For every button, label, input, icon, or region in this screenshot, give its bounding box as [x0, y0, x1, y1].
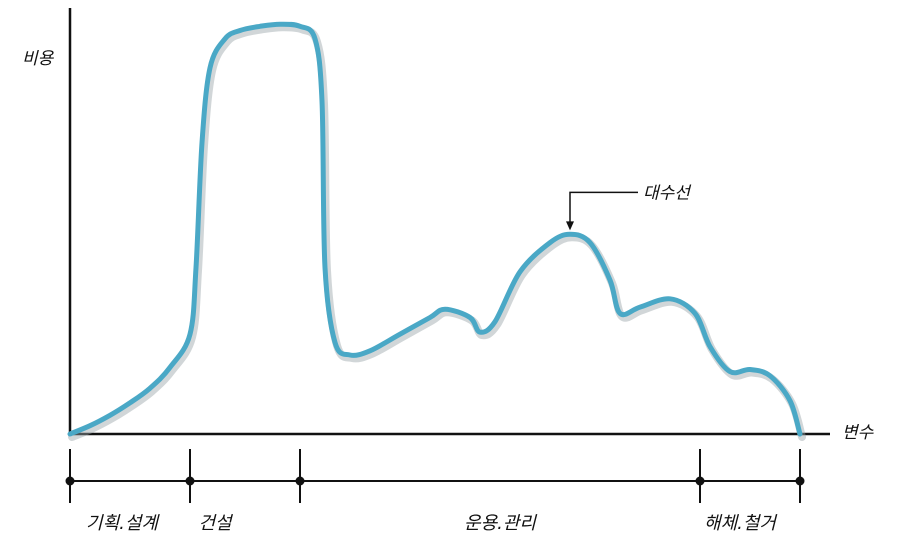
phase-label: 기획.설계	[86, 513, 160, 534]
phase-label: 건설	[198, 513, 234, 534]
phase-dot	[295, 476, 305, 486]
annotation-arrowhead	[566, 221, 574, 231]
phase-label: 해체.철거	[704, 513, 778, 534]
phase-label: 운용.관리	[464, 513, 537, 534]
annotation: 대수선	[566, 183, 692, 231]
phase-dot	[65, 476, 75, 486]
annotation-label: 대수선	[643, 183, 692, 203]
cost-curve-shadow	[68, 23, 806, 441]
phase-dot	[695, 476, 705, 486]
phase-dot	[795, 476, 805, 486]
cost-curve	[67, 21, 803, 437]
x-axis-label: 변수	[842, 423, 875, 443]
phase-timeline: 기획.설계 건설 운용.관리 해체.철거	[65, 449, 805, 534]
annotation-leader	[569, 191, 638, 223]
y-axis-label: 비용	[22, 49, 55, 69]
phase-dot	[185, 476, 195, 486]
